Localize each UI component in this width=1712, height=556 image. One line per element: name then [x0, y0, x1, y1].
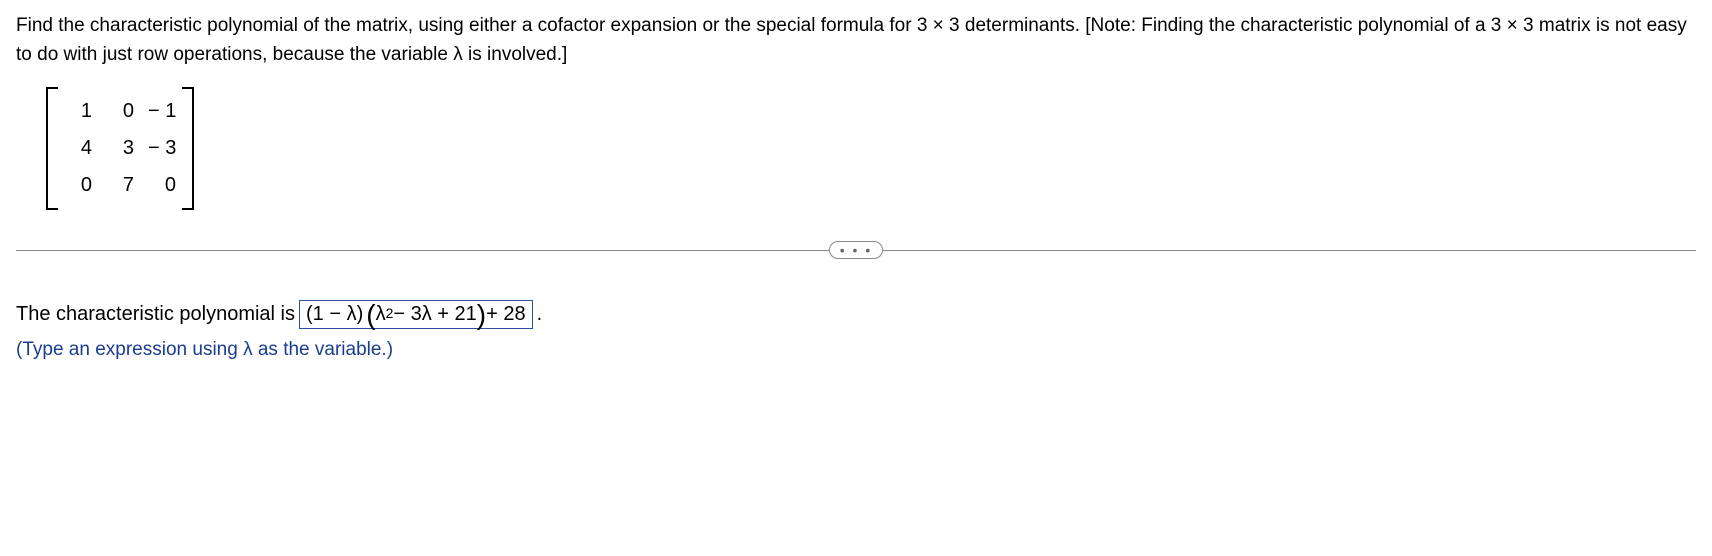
divider-line	[883, 250, 1696, 251]
expr-part: (1 − λ)	[306, 303, 363, 326]
expr-part: λ	[376, 303, 386, 326]
question-text: Find the characteristic polynomial of th…	[16, 12, 1696, 69]
expr-exponent: 2	[386, 305, 394, 321]
matrix-cell: 3	[106, 137, 134, 160]
matrix-row: 1 0 − 1	[64, 93, 176, 130]
expr-part: + 28	[486, 303, 525, 326]
section-divider: • • •	[16, 240, 1696, 260]
expr-part: − 3λ + 21	[393, 303, 476, 326]
matrix-cell: − 1	[148, 100, 176, 123]
hint-text: (Type an expression using λ as the varia…	[16, 339, 1696, 361]
answer-line: The characteristic polynomial is (1 − λ)…	[16, 300, 1696, 329]
answer-lead: The characteristic polynomial is	[16, 303, 295, 326]
matrix-cell: 0	[148, 174, 176, 197]
matrix-row: 0 7 0	[64, 167, 176, 204]
matrix-cell: 4	[64, 137, 92, 160]
expand-pill[interactable]: • • •	[829, 241, 883, 259]
matrix-cell: 0	[106, 100, 134, 123]
answer-trail: .	[537, 303, 543, 326]
matrix-container: 1 0 − 1 4 3 − 3 0 7 0	[46, 87, 1696, 210]
matrix-cell: 0	[64, 174, 92, 197]
matrix-cell: 1	[64, 100, 92, 123]
matrix: 1 0 − 1 4 3 − 3 0 7 0	[46, 87, 194, 210]
divider-line	[16, 250, 829, 251]
matrix-cell: 7	[106, 174, 134, 197]
matrix-cell: − 3	[148, 137, 176, 160]
answer-input[interactable]: (1 − λ) ( λ2 − 3λ + 21 ) + 28	[299, 300, 533, 329]
matrix-row: 4 3 − 3	[64, 130, 176, 167]
